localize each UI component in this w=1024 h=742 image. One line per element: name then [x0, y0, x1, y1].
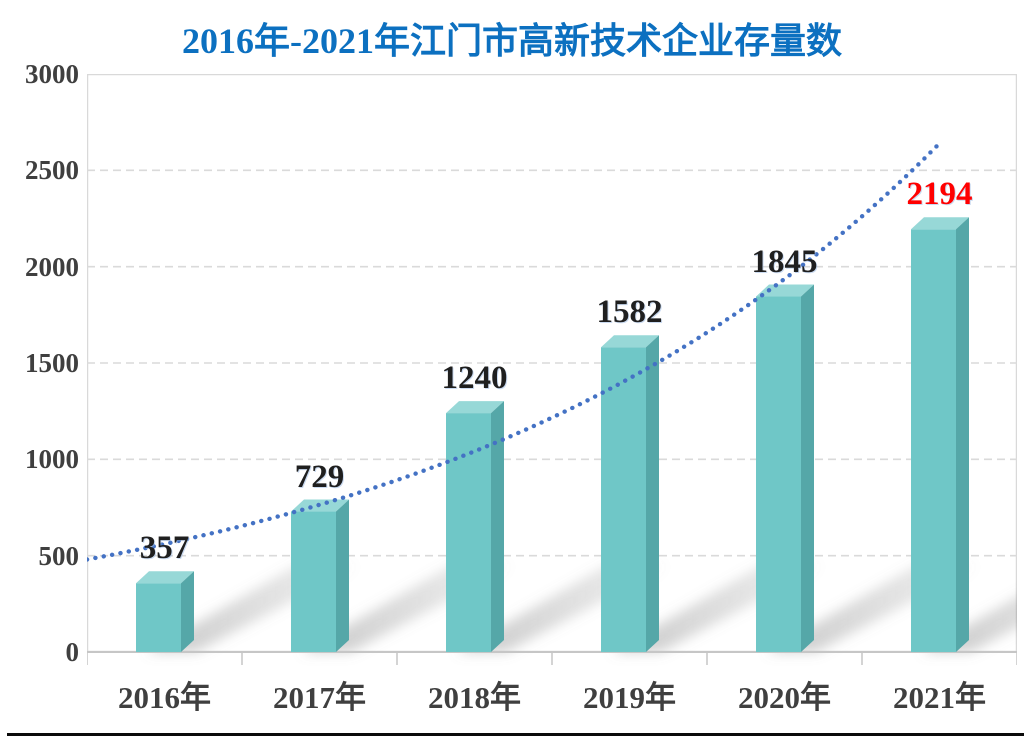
- bar-top-face: [446, 401, 504, 414]
- x-axis-label: 2018年: [428, 680, 521, 715]
- bar-top-face: [136, 571, 194, 584]
- bottom-border-rule: [7, 733, 1024, 736]
- bar-side-face: [491, 401, 504, 652]
- plot-area: [87, 74, 1017, 665]
- trendline-dotted: [87, 141, 942, 562]
- bar-2019年: [601, 335, 659, 652]
- x-axis-label: 2017年: [273, 680, 366, 715]
- bar-side-face: [801, 284, 814, 652]
- y-axis-label: 500: [38, 540, 80, 571]
- bar-front-face: [911, 229, 956, 652]
- bar-side-face: [956, 217, 969, 652]
- bar-front-face: [756, 296, 801, 652]
- y-axis-label: 0: [65, 637, 80, 667]
- chart-title: 2016年-2021年江门市高新技术企业存量数: [182, 21, 842, 61]
- bar-2021年: [911, 217, 969, 652]
- bar-front-face: [136, 583, 181, 652]
- bar-top-face: [601, 335, 659, 348]
- value-label: 1582: [596, 294, 663, 331]
- value-label: 357: [139, 530, 190, 567]
- bar-front-face: [601, 347, 646, 652]
- y-axis-label: 1500: [25, 348, 79, 378]
- bar-top-face: [911, 217, 969, 230]
- value-label: 1845: [751, 243, 818, 280]
- bar-2017年: [291, 499, 349, 652]
- y-axis-label: 3000: [25, 59, 79, 89]
- x-axis-label: 2016年: [118, 680, 211, 715]
- bar-side-face: [646, 335, 659, 652]
- bar-top-face: [756, 284, 814, 297]
- x-axis-label: 2020年: [738, 680, 831, 715]
- value-label: 1240: [441, 360, 508, 397]
- bar-side-face: [181, 571, 194, 652]
- y-axis-label: 1000: [25, 444, 79, 475]
- bar-2016年: [136, 571, 194, 652]
- y-axis-label: 2000: [25, 251, 79, 282]
- value-label: 2194: [906, 176, 973, 213]
- x-axis-label: 2019年: [583, 680, 676, 715]
- bar-side-face: [336, 499, 349, 652]
- value-label: 729: [294, 458, 345, 495]
- bar-front-face: [291, 511, 336, 652]
- y-axis-label: 2500: [25, 155, 79, 186]
- bar-2020年: [756, 284, 814, 652]
- x-axis-label: 2021年: [893, 680, 986, 715]
- bar-2018年: [446, 401, 504, 652]
- bar-front-face: [446, 413, 491, 652]
